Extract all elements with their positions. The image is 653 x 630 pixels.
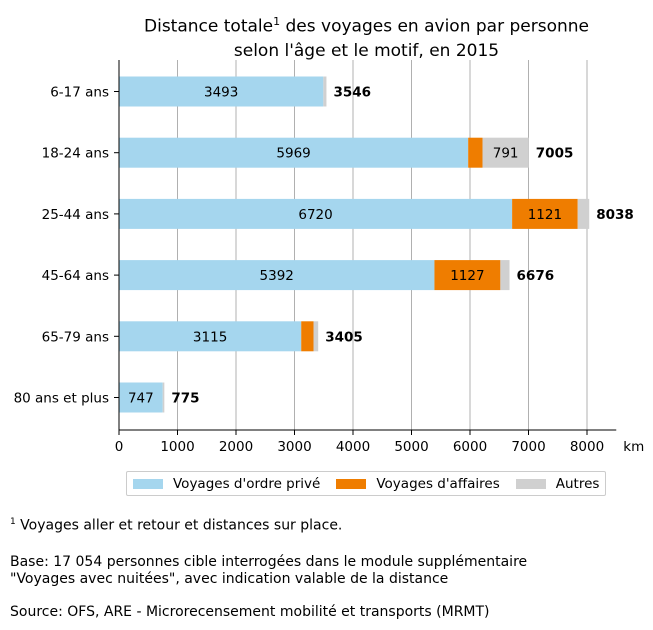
x-axis-unit: km	[623, 439, 644, 455]
bar-segment	[301, 321, 314, 352]
bar-segment	[119, 382, 163, 413]
legend-label-affaires: Voyages d'affaires	[376, 475, 500, 492]
x-tick-label: 1000	[160, 439, 194, 455]
bar-segment	[500, 260, 510, 291]
footnote-marker: 1	[10, 517, 16, 527]
x-tick-label: 3000	[277, 439, 311, 455]
legend-label-prive: Voyages d'ordre privé	[173, 475, 321, 492]
legend-item-prive: Voyages d'ordre privé	[133, 476, 320, 492]
footnote: 1 Voyages aller et retour et distances s…	[10, 514, 342, 535]
x-tick-label: 7000	[511, 439, 545, 455]
category-label: 80 ans et plus	[14, 391, 109, 407]
x-tick-label: 4000	[336, 439, 370, 455]
legend-item-autres: Autres	[515, 475, 600, 492]
category-label: 6-17 ans	[50, 85, 109, 101]
legend-label-autres: Autres	[555, 475, 600, 492]
data-label: 5969	[276, 146, 310, 162]
legend-swatch-affaires	[336, 478, 367, 489]
bar-segment	[482, 137, 529, 168]
legend-item-affaires: Voyages d'affaires	[336, 475, 500, 492]
source-note: Source: OFS, ARE - Microrecensement mobi…	[10, 604, 490, 620]
total-label: 8038	[596, 207, 634, 223]
base-note-line2: "Voyages avec nuitées", avec indication …	[10, 571, 449, 587]
title-footnote-marker: 1	[273, 15, 281, 28]
data-label: 1127	[450, 268, 484, 284]
chart-title-line1: Distance totale1 des voyages en avion pa…	[144, 15, 589, 37]
data-label: 1121	[528, 207, 562, 223]
legend-swatch-prive	[133, 478, 163, 489]
bar-segment	[313, 321, 319, 352]
footnote-text: Voyages aller et retour et distances sur…	[15, 517, 343, 534]
bar-segment	[468, 137, 483, 168]
total-label: 775	[171, 391, 199, 407]
data-label: 791	[493, 146, 519, 162]
stacked-bar-chart: 3493 3546 6-17 ans 5969 791 7005 18-24 ans 6720…	[14, 60, 645, 456]
bars	[119, 76, 590, 413]
total-label: 6676	[517, 268, 555, 284]
base-note: Base: 17 054 personnes cible interrogées…	[10, 554, 527, 588]
chart-title-line2: selon l'âge et le motif, en 2015	[233, 40, 500, 61]
legend-swatch-autres	[515, 478, 546, 489]
bar-segment	[512, 198, 578, 229]
bar-segment	[119, 76, 324, 107]
gridlines	[177, 60, 588, 430]
x-tick-label: 2000	[219, 439, 253, 455]
data-label: 747	[128, 391, 154, 407]
x-tick-label: 5000	[394, 439, 428, 455]
total-label: 7005	[536, 146, 574, 162]
x-tick-label: 0	[115, 439, 124, 455]
base-note-line1: Base: 17 054 personnes cible interrogées…	[10, 554, 528, 570]
chart-title-text: Distance totale1 des voyages en avion pa…	[40, 10, 653, 63]
bar-segment	[323, 76, 327, 107]
category-label: 25-44 ans	[42, 207, 109, 223]
total-label: 3546	[333, 85, 371, 101]
bar-segment	[162, 382, 165, 413]
bar-segment	[119, 198, 513, 229]
legend: Voyages d'ordre privé Voyages d'affaires…	[126, 471, 606, 496]
x-tick-label: 8000	[570, 439, 604, 455]
bar-segment	[434, 260, 501, 291]
data-label: 5392	[260, 268, 294, 284]
bar-segment	[119, 260, 435, 291]
data-label: 6720	[298, 207, 332, 223]
axes	[114, 60, 617, 435]
data-label: 3115	[193, 329, 227, 345]
total-label: 3405	[325, 329, 363, 345]
category-label: 45-64 ans	[42, 268, 109, 284]
bar-segment	[119, 321, 302, 352]
bar-segment	[577, 198, 590, 229]
bar-segment	[119, 137, 469, 168]
labels: 3493 3546 6-17 ans 5969 791 7005 18-24 ans 6720…	[14, 85, 645, 456]
x-tick-label: 6000	[453, 439, 487, 455]
category-label: 65-79 ans	[42, 329, 109, 345]
data-label: 3493	[204, 85, 238, 101]
category-label: 18-24 ans	[42, 146, 109, 162]
